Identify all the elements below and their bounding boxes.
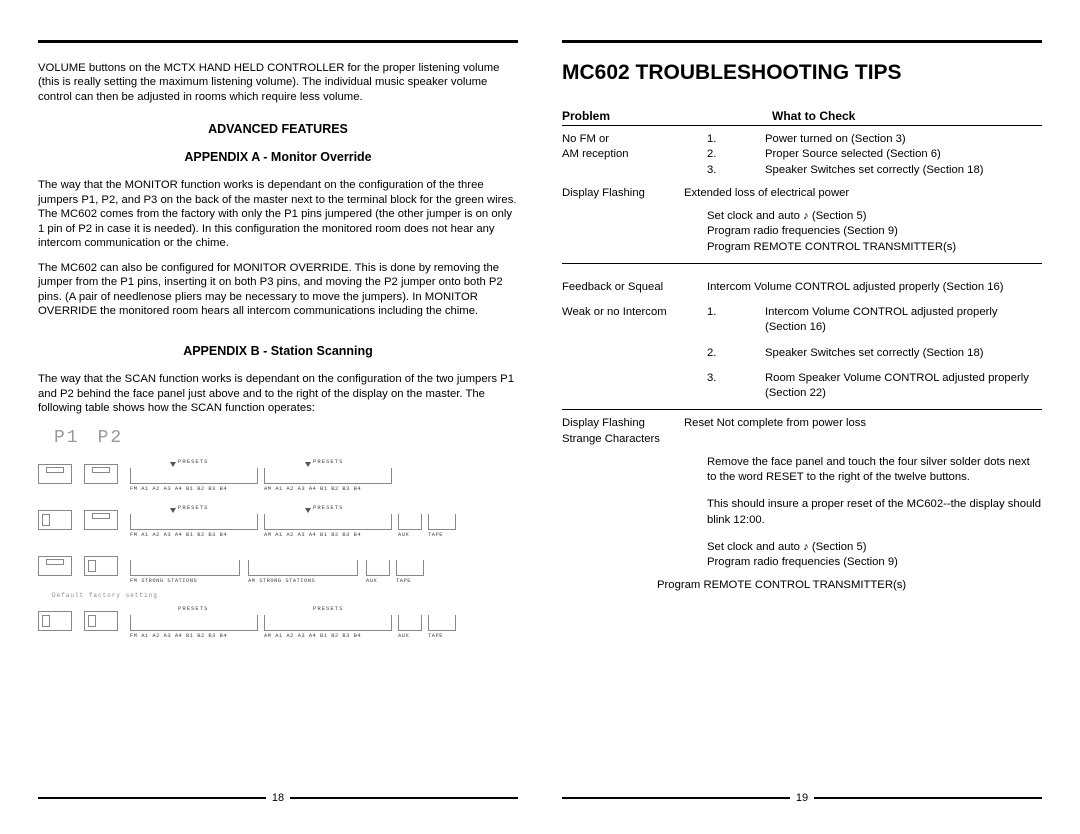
diag-row-3: FM STRONG STATIONS AM STRONG STATIONS AU… xyxy=(38,546,518,586)
diag-row-1: PRESETS PRESETS FM A1 A2 A3 A4 B1 B2 B3 … xyxy=(38,454,518,494)
footer-right: 19 xyxy=(562,792,1042,804)
troubleshooting-title: MC602 TROUBLESHOOTING TIPS xyxy=(562,61,1042,85)
ts-row-strange-chars: Display Flashing Reset Not complete from… xyxy=(562,416,1042,447)
ts-row-display-flash: Display Flashing Extended loss of electr… xyxy=(562,186,1042,201)
ts-row-weak-intercom: Weak or no Intercom 1. Intercom Volume C… xyxy=(562,305,1042,401)
diag-p2-label: P2 xyxy=(98,428,124,448)
page-number-left: 18 xyxy=(266,792,290,804)
scan-diagram: P1 P2 PRESETS PRESETS FM A1 A2 A3 A4 B1 … xyxy=(38,428,518,641)
top-rule-right xyxy=(562,40,1042,43)
default-factory-label: Default factory setting xyxy=(52,592,518,599)
ts-row-nofm: No FM or 1. Power turned on (Section 3) … xyxy=(562,132,1042,178)
diag-row-2: PRESETS PRESETS FM A1 A2 A3 A4 B1 B2 B3 … xyxy=(38,500,518,540)
intro-para: VOLUME buttons on the MCTX HAND HELD CON… xyxy=(38,61,518,104)
top-rule-left xyxy=(38,40,518,43)
header-problem: Problem xyxy=(562,109,772,123)
appendix-b-p1: The way that the SCAN function works is … xyxy=(38,372,518,415)
ts-r5-sub: Remove the face panel and touch the four… xyxy=(562,455,1042,571)
ts-header-row: Problem What to Check xyxy=(562,109,1042,123)
appendix-a-heading: APPENDIX A - Monitor Override xyxy=(38,150,518,164)
ts-r5-last: Program REMOTE CONTROL TRANSMITTER(s) xyxy=(562,578,1042,593)
diag-row-4: PRESETS PRESETS FM A1 A2 A3 A4 B1 B2 B3 … xyxy=(38,601,518,641)
appendix-a-p2: The MC602 can also be configured for MON… xyxy=(38,261,518,319)
footer-left: 18 xyxy=(38,792,518,804)
left-page: VOLUME buttons on the MCTX HAND HELD CON… xyxy=(0,0,540,834)
diag-p1-label: P1 xyxy=(54,428,80,448)
appendix-a-p1: The way that the MONITOR function works … xyxy=(38,178,518,250)
appendix-b-heading: APPENDIX B - Station Scanning xyxy=(38,344,518,358)
ts-r2-sub: Set clock and auto ♪ (Section 5) Program… xyxy=(562,209,1042,255)
header-check: What to Check xyxy=(772,109,855,123)
right-page: MC602 TROUBLESHOOTING TIPS Problem What … xyxy=(540,0,1080,834)
ts-row-feedback: Feedback or Squeal Intercom Volume CONTR… xyxy=(562,280,1042,295)
page-number-right: 19 xyxy=(790,792,814,804)
advanced-features-heading: ADVANCED FEATURES xyxy=(38,122,518,136)
